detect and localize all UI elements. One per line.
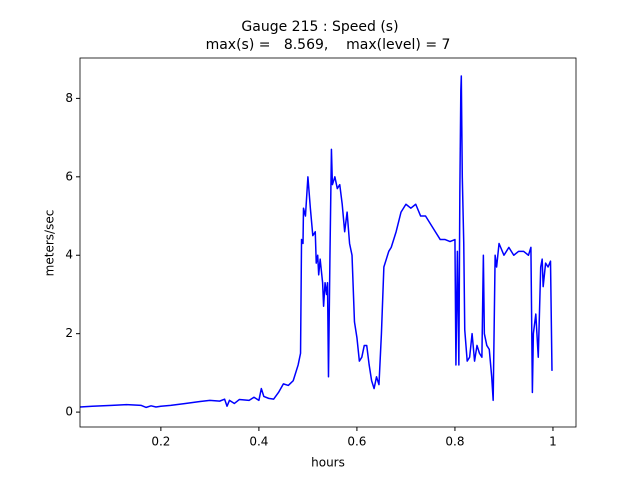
x-axis-label: hours <box>311 456 345 470</box>
y-tick-label: 4 <box>65 248 73 262</box>
x-tick-label: 0.8 <box>445 435 464 449</box>
y-tick-label: 8 <box>65 91 73 105</box>
y-tick-label: 6 <box>65 169 73 183</box>
y-tick-label: 2 <box>65 326 73 340</box>
x-tick-label: 0.4 <box>249 435 268 449</box>
y-tick-label: 0 <box>65 405 73 419</box>
y-axis-label: meters/sec <box>43 210 57 277</box>
chart-title: Gauge 215 : Speed (s) <box>241 19 398 35</box>
x-tick-label: 0.2 <box>151 435 170 449</box>
x-tick-label: 0.6 <box>347 435 366 449</box>
x-tick-label: 1 <box>549 435 557 449</box>
chart-subtitle: max(s) = 8.569, max(level) = 7 <box>206 37 451 53</box>
plot-frame <box>79 57 577 428</box>
data-line <box>79 75 553 409</box>
